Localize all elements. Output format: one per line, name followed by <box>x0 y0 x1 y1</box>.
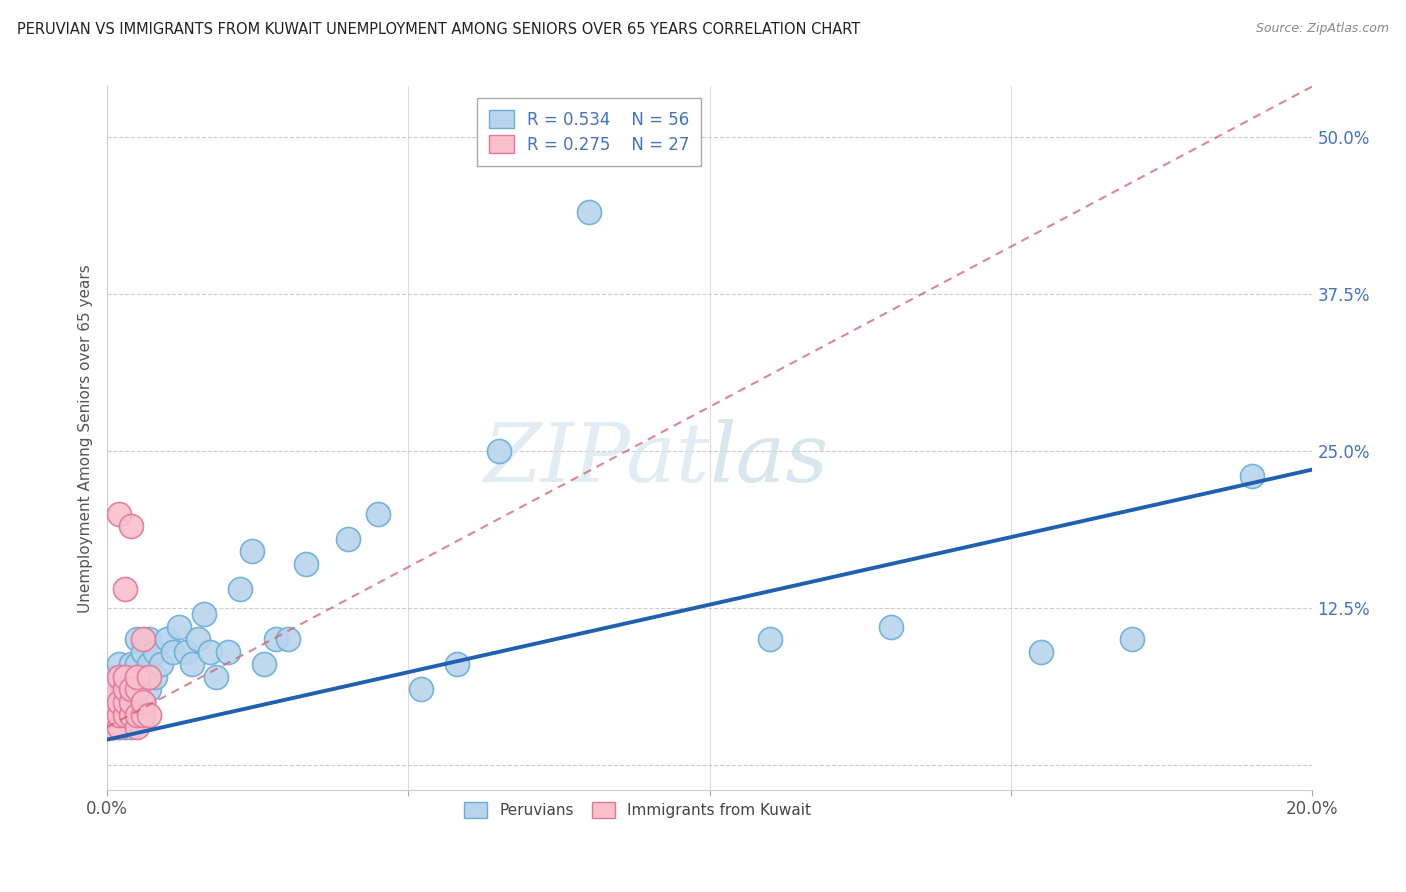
Point <box>120 682 142 697</box>
Text: PERUVIAN VS IMMIGRANTS FROM KUWAIT UNEMPLOYMENT AMONG SENIORS OVER 65 YEARS CORR: PERUVIAN VS IMMIGRANTS FROM KUWAIT UNEMP… <box>17 22 860 37</box>
Point <box>1241 468 1264 483</box>
Point <box>114 707 136 722</box>
Point <box>132 645 155 659</box>
Point <box>240 544 263 558</box>
Point <box>174 645 197 659</box>
Point <box>103 670 125 684</box>
Point <box>114 695 136 709</box>
Point <box>127 682 149 697</box>
Point <box>132 695 155 709</box>
Point <box>103 695 125 709</box>
Point <box>114 720 136 734</box>
Point <box>759 632 782 647</box>
Point <box>488 443 510 458</box>
Point <box>229 582 252 596</box>
Point <box>108 657 131 672</box>
Point <box>108 707 131 722</box>
Point <box>132 632 155 647</box>
Point <box>337 532 360 546</box>
Point <box>127 720 149 734</box>
Point <box>108 670 131 684</box>
Point <box>1031 645 1053 659</box>
Point <box>578 205 600 219</box>
Point <box>367 507 389 521</box>
Point <box>120 682 142 697</box>
Point <box>108 695 131 709</box>
Point <box>103 720 125 734</box>
Point <box>114 670 136 684</box>
Point <box>103 720 125 734</box>
Point <box>103 682 125 697</box>
Point <box>120 695 142 709</box>
Point <box>108 507 131 521</box>
Point <box>217 645 239 659</box>
Point <box>156 632 179 647</box>
Point <box>277 632 299 647</box>
Y-axis label: Unemployment Among Seniors over 65 years: Unemployment Among Seniors over 65 years <box>79 264 93 613</box>
Point <box>114 682 136 697</box>
Point <box>108 682 131 697</box>
Point <box>162 645 184 659</box>
Point <box>138 657 160 672</box>
Point <box>114 670 136 684</box>
Point <box>114 695 136 709</box>
Point <box>145 645 167 659</box>
Point <box>127 707 149 722</box>
Point <box>114 682 136 697</box>
Point <box>879 619 901 633</box>
Point <box>120 519 142 533</box>
Point <box>103 695 125 709</box>
Point <box>204 670 226 684</box>
Point <box>103 707 125 722</box>
Point <box>253 657 276 672</box>
Point <box>295 557 318 571</box>
Point <box>120 695 142 709</box>
Legend: Peruvians, Immigrants from Kuwait: Peruvians, Immigrants from Kuwait <box>458 796 817 824</box>
Point <box>120 720 142 734</box>
Point <box>1121 632 1143 647</box>
Point <box>264 632 287 647</box>
Point <box>150 657 173 672</box>
Point <box>198 645 221 659</box>
Point <box>193 607 215 621</box>
Text: Source: ZipAtlas.com: Source: ZipAtlas.com <box>1256 22 1389 36</box>
Point <box>138 707 160 722</box>
Point <box>108 720 131 734</box>
Point <box>138 632 160 647</box>
Point <box>127 707 149 722</box>
Point <box>127 632 149 647</box>
Point <box>132 695 155 709</box>
Point <box>138 682 160 697</box>
Point <box>108 720 131 734</box>
Text: las: las <box>710 419 830 500</box>
Point <box>127 657 149 672</box>
Point <box>114 707 136 722</box>
Point <box>120 707 142 722</box>
Point <box>108 707 131 722</box>
Point <box>114 582 136 596</box>
Point <box>446 657 468 672</box>
Point <box>409 682 432 697</box>
Point <box>138 670 160 684</box>
Point <box>180 657 202 672</box>
Point <box>120 657 142 672</box>
Point <box>127 682 149 697</box>
Text: ZIPat: ZIPat <box>484 419 710 500</box>
Point <box>187 632 209 647</box>
Point <box>127 670 149 684</box>
Point <box>132 707 155 722</box>
Point <box>169 619 191 633</box>
Point <box>145 670 167 684</box>
Point <box>132 670 155 684</box>
